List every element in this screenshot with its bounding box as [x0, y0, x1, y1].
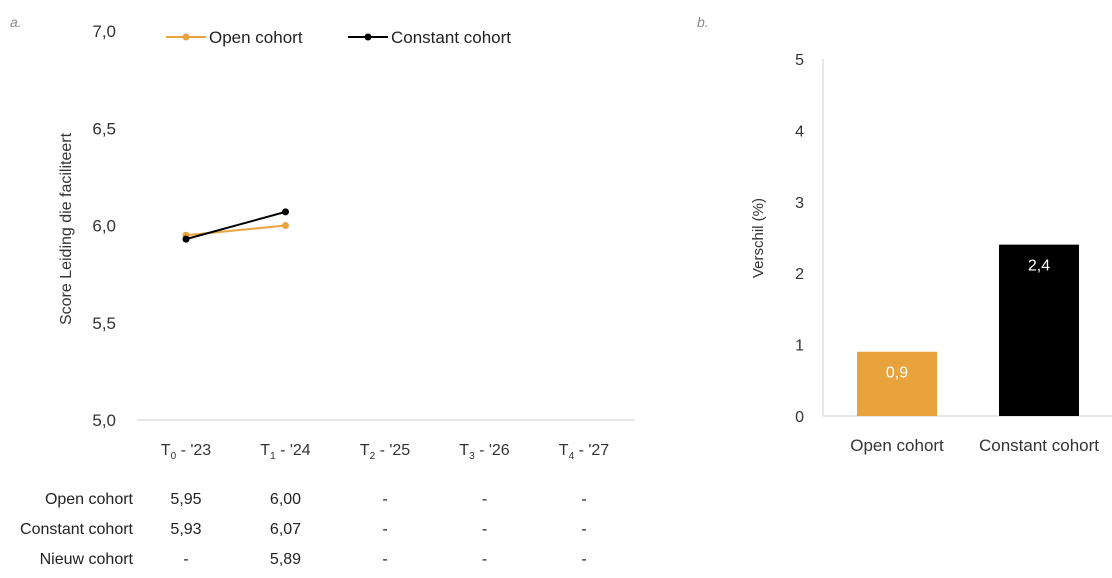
y-tick-label-b: 3: [795, 195, 804, 212]
legend-marker-0: [182, 33, 190, 41]
table-cell: -: [581, 491, 587, 508]
table-cell: 5,89: [269, 551, 302, 568]
table-cell: -: [481, 551, 488, 568]
y-tick-label-a: 5,0: [92, 411, 116, 430]
bar-data-label-0: 0,9: [886, 365, 908, 382]
y-tick-label-a: 5,5: [92, 314, 116, 333]
x-tick-label-a: T3 - '26: [459, 442, 510, 462]
data-point-1: [182, 235, 190, 243]
x-tick-label-b: Open cohort: [850, 436, 944, 455]
x-tick-label-a: T4 - '27: [559, 442, 610, 462]
table-row-label: Nieuw cohort: [39, 551, 133, 568]
x-tick-label-b: Constant cohort: [979, 436, 1099, 455]
y-tick-label-b: 4: [795, 123, 804, 140]
table-cell: -: [382, 491, 388, 508]
series-line-0: [185, 224, 286, 237]
y-tick-label-a: 6,0: [92, 217, 116, 236]
y-axis-title-a: Score Leiding die faciliteert: [58, 132, 75, 325]
y-axis-title-b: Verschil (%): [750, 198, 767, 278]
table-cell: 6,00: [269, 491, 302, 508]
table-cell: -: [382, 551, 388, 568]
legend-label-0: Open cohort: [209, 28, 303, 47]
legend-marker-1: [364, 33, 372, 41]
table-cell: 6,07: [269, 521, 302, 538]
table-cell: -: [481, 521, 488, 538]
table-cell: -: [183, 551, 189, 568]
legend-label-1: Constant cohort: [391, 28, 511, 47]
bar-1: [999, 244, 1079, 416]
y-tick-label-b: 0: [795, 409, 804, 426]
panel-label-b: b.: [697, 14, 709, 30]
table-cell: -: [382, 521, 388, 538]
y-tick-label-b: 1: [795, 338, 804, 355]
table-cell: 5,93: [170, 521, 202, 538]
table-row-label: Constant cohort: [20, 521, 133, 538]
table-cell: -: [581, 521, 587, 538]
bar-data-label-1: 2,4: [1028, 258, 1050, 275]
y-tick-label-b: 2: [795, 266, 804, 283]
panel-label-a: a.: [10, 14, 22, 30]
y-tick-label-a: 6,5: [92, 119, 116, 138]
y-tick-label-a: 7,0: [92, 22, 116, 41]
table-cell: 5,95: [170, 491, 202, 508]
data-point-1: [282, 208, 289, 216]
x-tick-label-a: T1 - '24: [260, 442, 311, 462]
table-row-label: Open cohort: [44, 491, 133, 508]
y-tick-label-b: 5: [795, 52, 804, 69]
bar-0: [857, 351, 937, 416]
x-tick-label-a: T2 - '25: [360, 442, 411, 462]
data-point-0: [282, 222, 289, 229]
series-line-1: [185, 210, 286, 241]
x-tick-label-a: T0 - '23: [161, 442, 212, 462]
table-cell: -: [581, 551, 587, 568]
table-cell: -: [481, 491, 488, 508]
